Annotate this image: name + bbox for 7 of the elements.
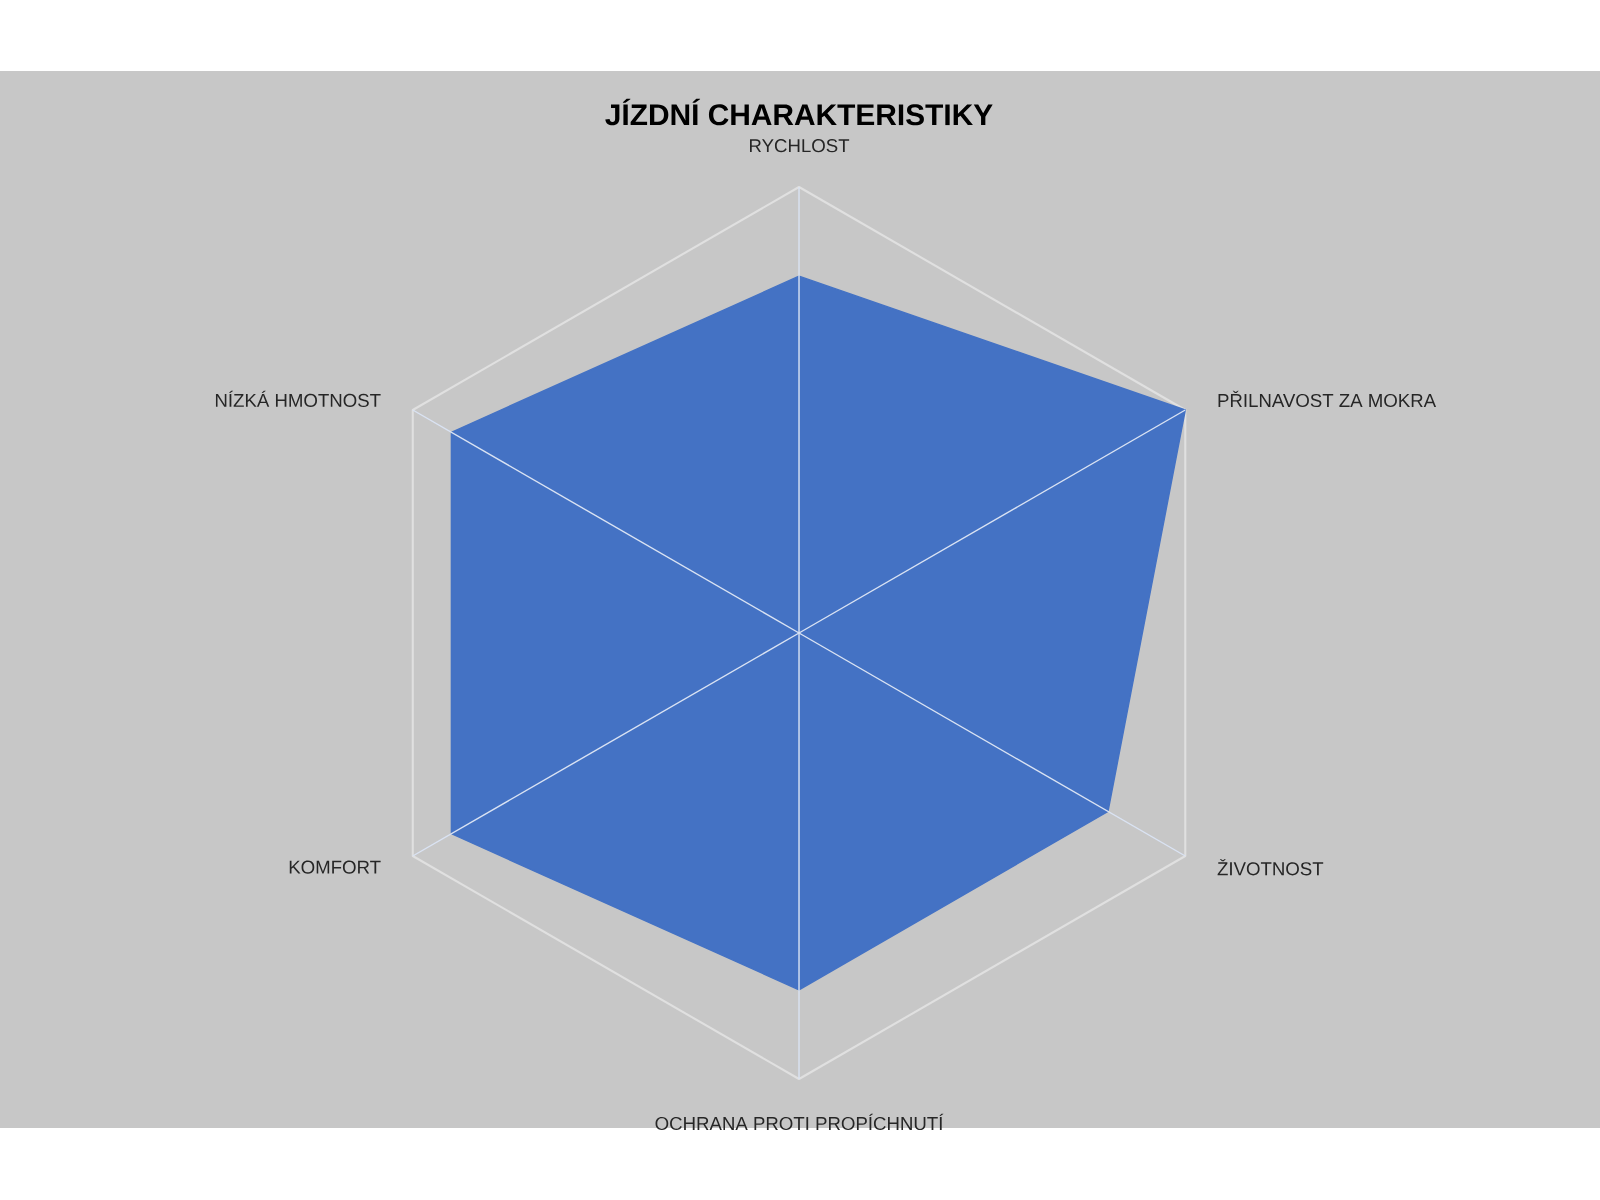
spoke-label: PŘILNAVOST ZA MOKRA — [1218, 390, 1437, 408]
chart-title: JÍZDNÍ CHARAKTERISTIKY — [605, 98, 993, 126]
spoke-label: OCHRANA PROTI PROPÍCHNUTÍ — [655, 1113, 944, 1131]
spoke-label: KOMFORT — [289, 860, 381, 874]
spoke-label: NÍZKÁ HMOTNOST — [215, 390, 381, 407]
spoke-label: ŽIVOTNOST — [1217, 858, 1324, 876]
spoke-label: RYCHLOST — [750, 139, 850, 153]
